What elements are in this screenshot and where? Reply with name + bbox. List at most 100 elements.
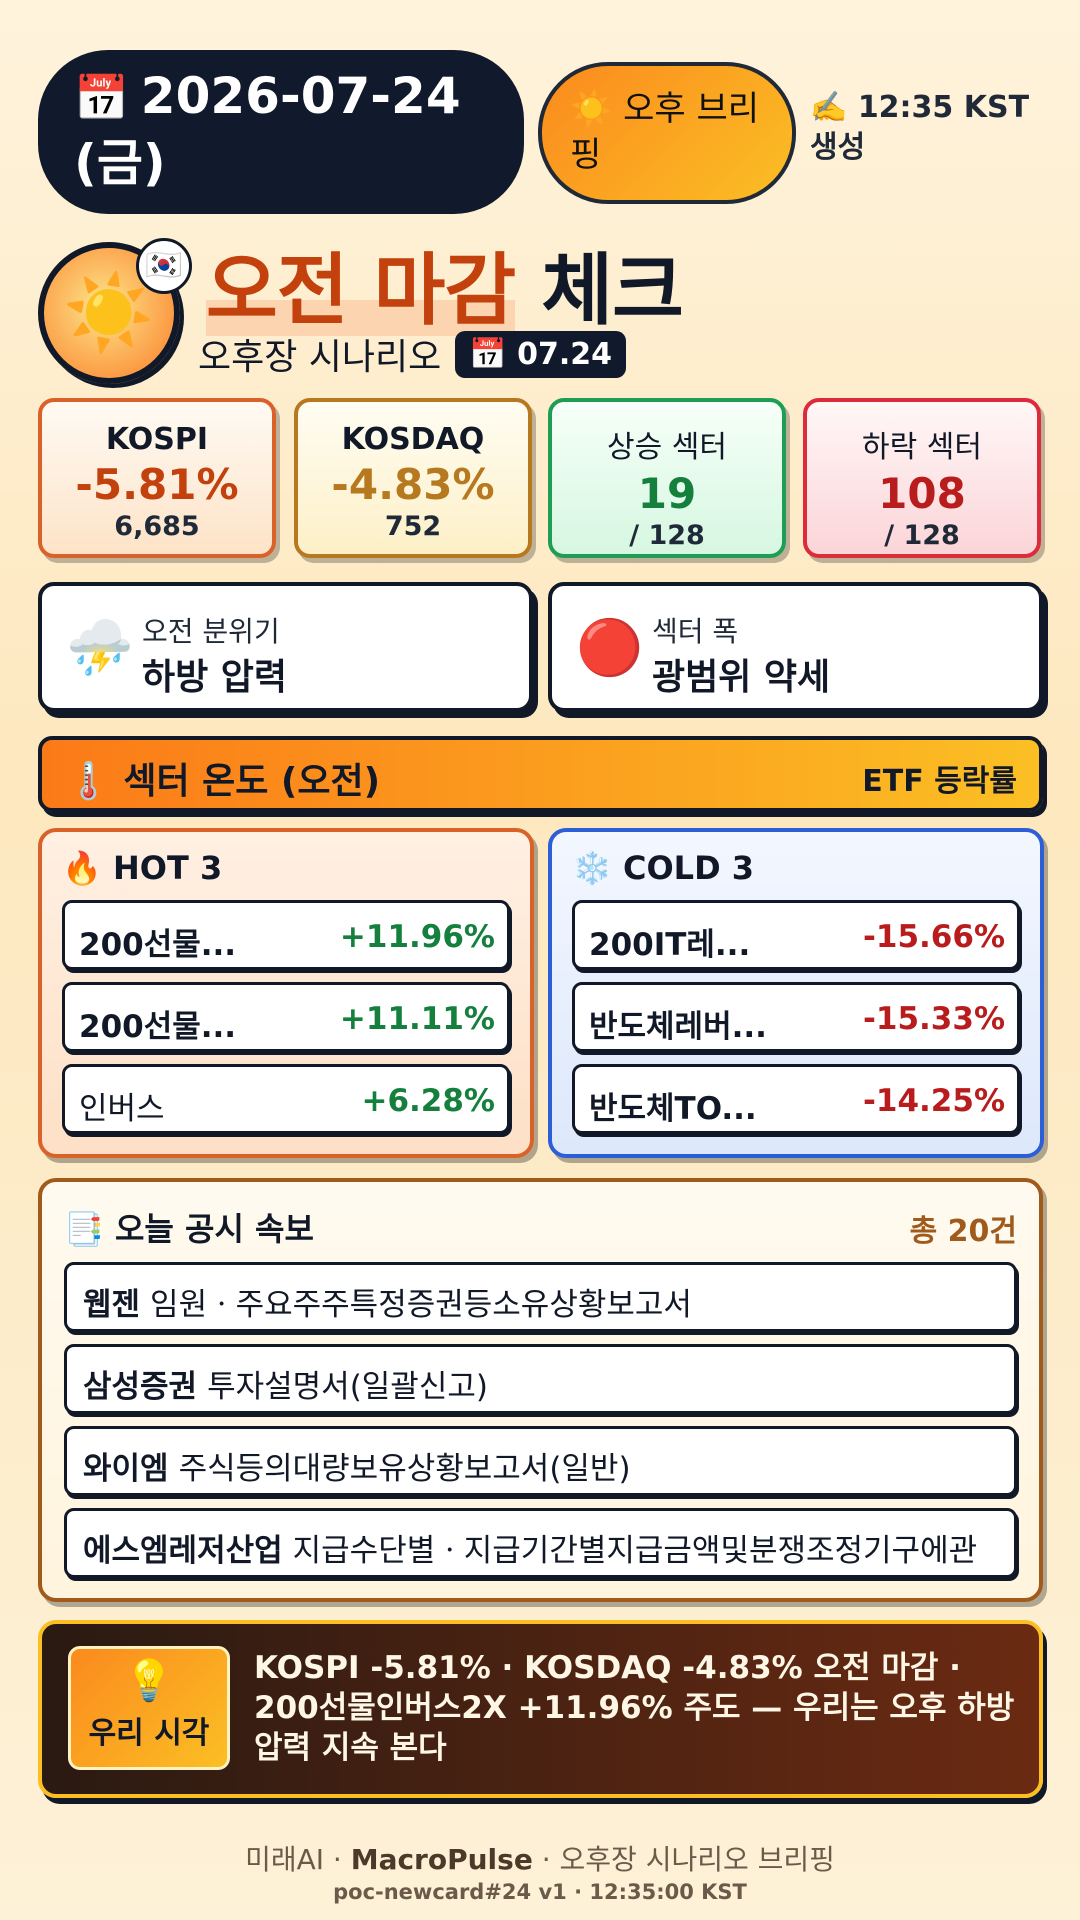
calendar-icon: 📅: [74, 73, 129, 124]
page-title: 오전 마감 체크: [206, 228, 684, 340]
footer-prefix: 미래AI ·: [245, 1843, 351, 1876]
subtitle-text: 오후장 시나리오: [198, 337, 442, 378]
list-item: 반도체TO... -14.25%: [572, 1064, 1020, 1134]
brand-name: MacroPulse: [350, 1843, 533, 1876]
etf-name: 반도체TO...: [589, 1091, 757, 1127]
korea-flag-icon: 🇰🇷: [136, 238, 192, 294]
stat-card-rising-sectors: 상승 섹터 19 / 128: [548, 398, 786, 558]
etf-change: +11.96%: [339, 919, 495, 955]
generated-text: 12:35 KST 생성: [810, 90, 1030, 165]
header-row: 📅 2026-07-24 (금) ☀️ 오후 브리핑 ✍️ 12:35 KST 생…: [38, 50, 1048, 220]
title-rest: 체크: [541, 246, 684, 336]
sector-temperature-header: 🌡️ 섹터 온도 (오전) ETF 등락률: [38, 736, 1043, 812]
list-item: 인버스 +6.28%: [62, 1064, 510, 1134]
stat-sub: / 128: [629, 520, 705, 551]
disclosure-panel: 📑 오늘 공시 속보 총 20건 웹젠 임원ㆍ주요주주특정증권등소유상황보고서 삼…: [38, 1178, 1043, 1602]
company-name: 삼성증권: [83, 1369, 198, 1405]
stat-value: 19: [637, 469, 697, 518]
hot-title: 🔥 HOT 3: [62, 846, 510, 890]
disclosure-item[interactable]: 에스엠레저산업 지급수단별ㆍ지급기간별지급금액및분쟁조정기구에관: [64, 1508, 1017, 1578]
stat-value: -5.81%: [75, 460, 239, 509]
title-accent: 오전 마감: [206, 246, 516, 336]
stat-label: 상승 섹터: [607, 430, 727, 465]
section-right-label: ETF 등락률: [862, 764, 1017, 799]
stat-value: -4.83%: [331, 460, 495, 509]
stat-card-falling-sectors: 하락 섹터 108 / 128: [803, 398, 1041, 558]
company-name: 웹젠: [83, 1287, 141, 1323]
list-item: 200선물... +11.11%: [62, 982, 510, 1052]
hero-subtitle: 오후장 시나리오 📅 07.24: [198, 328, 627, 380]
stat-card-kosdaq: KOSDAQ -4.83% 752: [294, 398, 532, 558]
etf-change: -15.33%: [863, 1001, 1005, 1037]
mood-key: 오전 분위기: [142, 615, 280, 648]
insight-label: 우리 시각: [88, 1716, 210, 1751]
disclosure-title-text: 오늘 공시 속보: [114, 1210, 314, 1248]
footer-brand: 미래AI · MacroPulse · 오후장 시나리오 브리핑: [0, 1838, 1080, 1878]
stat-label: 하락 섹터: [862, 430, 982, 465]
cold-title-text: COLD 3: [622, 849, 755, 887]
section-title: 🌡️ 섹터 온도 (오전): [66, 752, 380, 804]
stat-label: KOSPI: [105, 422, 209, 457]
cold-panel: ❄️ COLD 3 200IT레... -15.66% 반도체레버... -15…: [548, 828, 1044, 1158]
etf-change: +11.11%: [339, 1001, 495, 1037]
disclosure-header: 📑 오늘 공시 속보 총 20건: [64, 1200, 1017, 1250]
disclosure-count: 총 20건: [909, 1214, 1017, 1249]
section-title-text: 섹터 온도 (오전): [123, 761, 381, 802]
disclosure-item[interactable]: 삼성증권 투자설명서(일괄신고): [64, 1344, 1017, 1414]
etf-name: 200선물...: [79, 1009, 237, 1045]
stat-sub: / 128: [884, 520, 960, 551]
sun-icon: ☀️: [570, 89, 613, 129]
company-name: 와이엠: [83, 1451, 169, 1487]
company-name: 에스엠레저산업: [83, 1533, 283, 1569]
etf-change: -15.66%: [863, 919, 1005, 955]
mood-key: 섹터 폭: [652, 615, 739, 648]
red-circle-icon: 🔴: [576, 616, 644, 679]
stat-sub: 6,685: [114, 511, 200, 542]
date-text: 2026-07-24: [140, 67, 461, 125]
stat-label: KOSDAQ: [341, 422, 485, 457]
insight-badge: 💡 우리 시각: [68, 1646, 230, 1770]
stat-value: 108: [878, 469, 966, 518]
list-item: 200IT레... -15.66%: [572, 900, 1020, 970]
etf-name: 200IT레...: [589, 927, 751, 963]
mood-card-morning: ⛈️ 오전 분위기 하방 압력: [38, 582, 533, 712]
disclosure-text: 지급수단별ㆍ지급기간별지급금액및분쟁조정기구에관: [292, 1533, 978, 1569]
insight-banner: 💡 우리 시각 KOSPI -5.81% · KOSDAQ -4.83% 오전 …: [38, 1620, 1043, 1798]
disclosure-title: 📑 오늘 공시 속보: [64, 1204, 314, 1250]
hero: ☀️ 🇰🇷 오전 마감 체크 오후장 시나리오 📅 07.24: [38, 238, 1048, 384]
disclosure-item[interactable]: 웹젠 임원ㆍ주요주주특정증권등소유상황보고서: [64, 1262, 1017, 1332]
thermometer-icon: 🌡️: [66, 761, 111, 802]
etf-name: 인버스: [79, 1091, 165, 1127]
mood-value: 광범위 약세: [652, 657, 831, 698]
document-icon: 📑: [64, 1210, 104, 1248]
stat-card-kospi: KOSPI -5.81% 6,685: [38, 398, 276, 558]
writing-hand-icon: ✍️: [810, 90, 848, 125]
mini-date-text: 07.24: [517, 336, 613, 372]
mood-card-breadth: 🔴 섹터 폭 광범위 약세: [548, 582, 1043, 712]
footer-meta: poc-newcard#24 v1 · 12:35:00 KST: [333, 1880, 747, 1904]
briefing-badge: ☀️ 오후 브리핑: [538, 62, 796, 204]
hot-panel: 🔥 HOT 3 200선물... +11.96% 200선물... +11.11…: [38, 828, 534, 1158]
sun-icon: ☀️: [38, 242, 180, 384]
date-pill: 📅 2026-07-24 (금): [38, 50, 524, 214]
lightbulb-icon: 💡: [124, 1658, 174, 1704]
fire-icon: 🔥: [62, 849, 102, 887]
etf-name: 반도체레버...: [589, 1009, 767, 1045]
disclosure-text: 임원ㆍ주요주주특정증권등소유상황보고서: [150, 1287, 692, 1323]
etf-change: -14.25%: [863, 1083, 1005, 1119]
list-item: 반도체레버... -15.33%: [572, 982, 1020, 1052]
disclosure-text: 주식등의대량보유상황보고서(일반): [178, 1451, 631, 1487]
hot-title-text: HOT 3: [112, 849, 223, 887]
generated-time: ✍️ 12:35 KST 생성: [810, 88, 1050, 168]
calendar-icon: 📅: [469, 336, 507, 372]
disclosure-item[interactable]: 와이엠 주식등의대량보유상황보고서(일반): [64, 1426, 1017, 1496]
briefing-label: 오후 브리핑: [570, 89, 760, 175]
snowflake-icon: ❄️: [572, 849, 612, 887]
cold-title: ❄️ COLD 3: [572, 846, 1020, 890]
list-item: 200선물... +11.96%: [62, 900, 510, 970]
mood-value: 하방 압력: [142, 657, 288, 698]
disclosure-text: 투자설명서(일괄신고): [207, 1369, 488, 1405]
stat-sub: 752: [384, 511, 442, 542]
mini-date-badge: 📅 07.24: [455, 330, 627, 378]
etf-change: +6.28%: [361, 1083, 495, 1119]
